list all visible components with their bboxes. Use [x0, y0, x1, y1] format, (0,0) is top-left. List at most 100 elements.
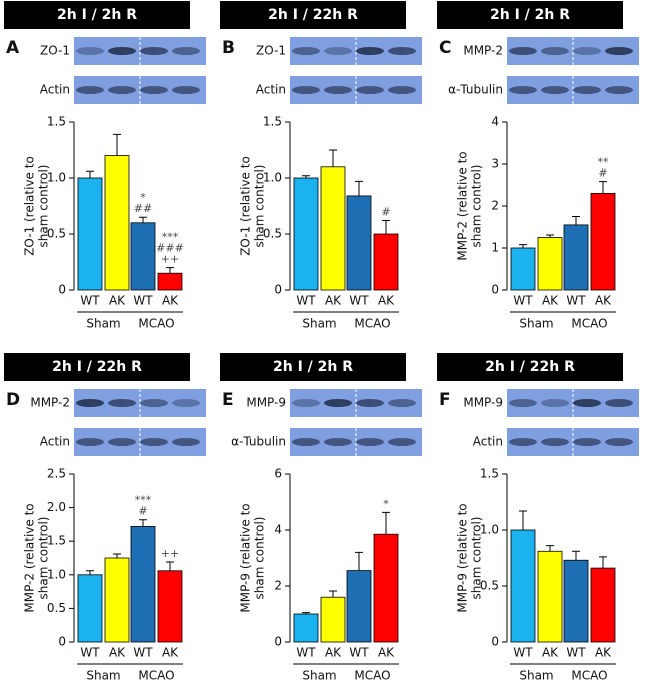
y-axis-label: MMP-2 (relative to	[23, 503, 37, 612]
blot-band	[140, 438, 168, 446]
significance: #	[138, 505, 147, 518]
error-bar	[519, 244, 527, 248]
blot-label: MMP-2	[30, 396, 70, 410]
blot-label: MMP-9	[463, 396, 503, 410]
y-tick-label: 1.5	[263, 115, 282, 129]
panel-header: 2h I / 2h R	[490, 7, 570, 23]
blot-label: MMP-2	[463, 44, 503, 58]
x-tick-label: WT	[349, 646, 369, 660]
group-label: Sham	[86, 669, 120, 683]
blot-band	[324, 47, 352, 55]
x-tick-label: AK	[325, 294, 342, 308]
blot-band	[76, 399, 104, 407]
significance: #	[598, 167, 607, 180]
error-bar	[519, 510, 527, 530]
x-tick-label: WT	[80, 294, 100, 308]
y-tick-label: 0.5	[47, 227, 66, 241]
blot-band	[356, 399, 384, 407]
group-label: MCAO	[354, 669, 390, 683]
significance: *	[383, 497, 389, 510]
group-label: Sham	[302, 317, 336, 331]
blot-band	[108, 47, 136, 55]
y-tick-label: 0	[491, 635, 499, 649]
blot-band	[292, 399, 320, 407]
y-axis-label: sham control)	[253, 165, 267, 248]
blot-band	[324, 438, 352, 446]
panel-letter: C	[439, 38, 451, 58]
blot-band	[356, 47, 384, 55]
significance: ###	[156, 242, 184, 255]
blot-band	[108, 86, 136, 94]
x-tick-label: AK	[542, 646, 559, 660]
blot-band	[324, 399, 352, 407]
error-bar	[355, 551, 363, 571]
error-bar	[329, 590, 337, 598]
bar	[104, 155, 130, 291]
blot-band	[605, 86, 633, 94]
blot-label: MMP-9	[246, 396, 286, 410]
group-label: MCAO	[354, 317, 390, 331]
blot-band	[356, 438, 384, 446]
group-label: Sham	[302, 669, 336, 683]
x-tick-label: AK	[162, 646, 179, 660]
bar	[346, 195, 372, 291]
y-tick-label: 1.5	[47, 115, 66, 129]
y-tick-label: 1.0	[480, 523, 499, 537]
blot-label: α-Tubulin	[448, 83, 503, 97]
blot-band	[509, 438, 537, 446]
x-tick-label: WT	[296, 294, 316, 308]
blot-label: Actin	[40, 83, 70, 97]
panel: 2h I / 2h R A ZO-1 Actin 0 0.5 1.0 1.5 ZO-1 (rel…	[4, 1, 206, 331]
y-axis-label: ZO-1 (relative to	[23, 156, 37, 256]
y-axis-label: sham control)	[470, 517, 484, 600]
y-tick-label: 0.5	[480, 579, 499, 593]
significance: ***	[135, 494, 152, 507]
blot-band	[541, 86, 569, 94]
blot-label: ZO-1	[40, 44, 70, 58]
y-tick-label: 6	[274, 467, 282, 481]
significance: *	[140, 191, 146, 204]
bar	[320, 596, 346, 643]
bar	[293, 613, 319, 643]
x-tick-label: AK	[162, 294, 179, 308]
group-label: MCAO	[138, 669, 174, 683]
blot-band	[292, 438, 320, 446]
y-tick-label: 1.0	[47, 567, 66, 581]
blot-band	[388, 438, 416, 446]
error-bar	[546, 545, 554, 552]
y-tick-label: 1.5	[480, 467, 499, 481]
blot-band	[605, 47, 633, 55]
blot-band	[388, 47, 416, 55]
blot-band	[324, 86, 352, 94]
error-bar	[546, 234, 554, 238]
blot-band	[76, 438, 104, 446]
error-bar	[113, 553, 121, 558]
bar	[537, 550, 563, 643]
y-tick-label: 2.0	[47, 500, 66, 514]
group-label: MCAO	[571, 669, 607, 683]
x-tick-label: AK	[109, 646, 126, 660]
error-bar	[599, 181, 607, 194]
blot-band	[509, 399, 537, 407]
y-tick-label: 0	[274, 635, 282, 649]
bar	[510, 247, 536, 291]
panel-letter: A	[6, 38, 20, 58]
group-label: MCAO	[571, 317, 607, 331]
blot-label: ZO-1	[256, 44, 286, 58]
error-bar	[302, 612, 310, 614]
panel-header: 2h I / 22h R	[268, 7, 358, 23]
blot-band	[605, 438, 633, 446]
significance: ++	[161, 253, 179, 266]
error-bar	[113, 133, 121, 156]
header-bar	[437, 353, 623, 381]
bar	[320, 166, 346, 291]
blot-band	[108, 438, 136, 446]
y-tick-label: 0	[58, 283, 66, 297]
blot-band	[605, 399, 633, 407]
y-axis-label: MMP-2 (relative to	[456, 151, 470, 260]
blot-band	[573, 86, 601, 94]
panel-letter: F	[439, 390, 451, 410]
panel: 2h I / 22h R F MMP-9 Actin 0 0.5 1.0 1.5 MMP-9 (…	[437, 353, 639, 683]
error-bar	[139, 519, 147, 527]
